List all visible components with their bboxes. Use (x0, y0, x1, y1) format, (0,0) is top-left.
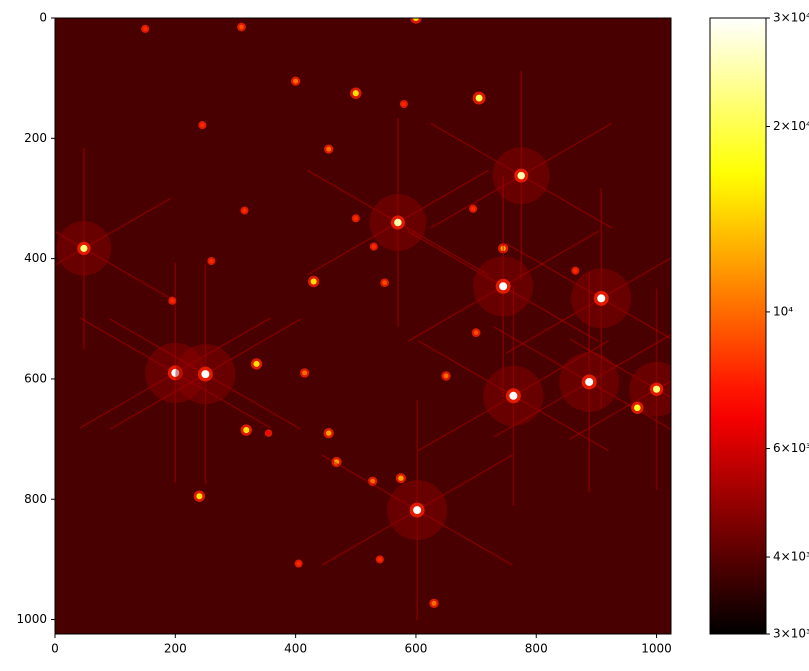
star (517, 171, 525, 180)
colorbar (709, 17, 767, 635)
star (242, 208, 247, 213)
star (200, 122, 205, 128)
star (573, 268, 578, 273)
star (377, 557, 383, 562)
star (585, 377, 594, 386)
colorbar-tick-label: 3×10³ (773, 627, 809, 641)
star (394, 218, 402, 227)
y-tick-label: 200 (24, 131, 47, 145)
star (326, 146, 332, 152)
image-background (55, 18, 671, 634)
star (302, 370, 308, 376)
colorbar-tick-label: 3×10⁴ (773, 11, 809, 25)
star (412, 18, 419, 22)
star (143, 26, 148, 31)
star (371, 244, 376, 249)
x-tick-label: 600 (404, 642, 427, 656)
x-tick-label: 800 (525, 642, 548, 656)
star (597, 294, 606, 303)
image (55, 18, 671, 634)
star (352, 90, 359, 97)
star (473, 330, 479, 335)
colorbar-tick-label: 2×10⁴ (773, 119, 809, 133)
x-tick-label: 400 (284, 642, 307, 656)
y-tick-label: 400 (24, 251, 47, 265)
y-tick-label: 800 (24, 492, 47, 506)
star (243, 427, 250, 434)
star (310, 278, 317, 285)
colorbar-tick-label: 4×10³ (773, 550, 809, 564)
x-tick-label: 0 (51, 642, 59, 656)
star (634, 404, 641, 412)
star (80, 244, 88, 252)
star (382, 280, 387, 286)
star (325, 430, 332, 436)
star (652, 385, 661, 393)
star (253, 360, 260, 367)
y-tick-label: 600 (24, 371, 47, 385)
star (353, 216, 358, 221)
y-tick-label: 1000 (16, 612, 47, 626)
star (239, 24, 244, 30)
star (413, 506, 422, 515)
star (201, 370, 210, 379)
star (499, 282, 508, 291)
star (196, 493, 203, 500)
axes-frame (54, 17, 672, 635)
star (209, 258, 214, 264)
star (266, 431, 271, 436)
star (170, 298, 175, 303)
star (509, 391, 518, 400)
star (475, 94, 483, 102)
star (470, 206, 476, 211)
star (293, 78, 299, 84)
y-tick-label: 0 (39, 11, 47, 25)
star (443, 373, 449, 379)
colorbar-tick-label: 10⁴ (773, 304, 793, 318)
colorbar-tick-label: 6×10³ (773, 441, 809, 455)
x-tick-label: 200 (164, 642, 187, 656)
star (370, 478, 376, 484)
star (296, 561, 301, 566)
star (401, 101, 407, 107)
star (398, 475, 404, 481)
star (171, 368, 180, 377)
star (431, 600, 437, 606)
x-tick-label: 1000 (641, 642, 672, 656)
